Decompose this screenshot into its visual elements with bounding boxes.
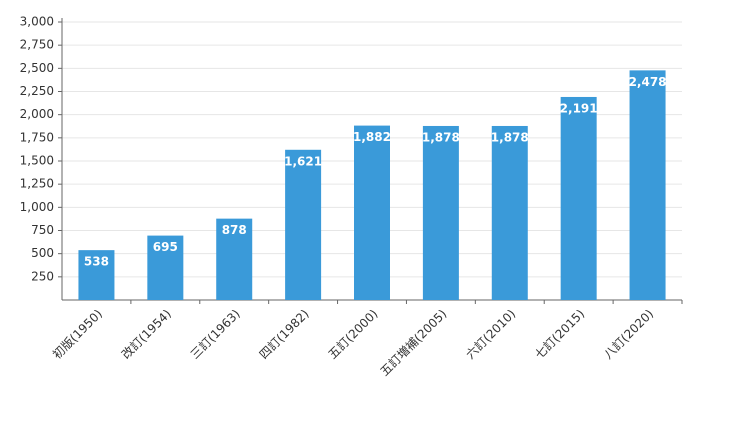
y-tick-label: 1,250 — [20, 177, 54, 191]
y-tick-label: 3,000 — [20, 15, 54, 29]
bar — [422, 125, 459, 300]
y-tick-label: 1,500 — [20, 154, 54, 168]
bar — [78, 250, 115, 300]
x-tick-label: 七訂(2015) — [531, 306, 587, 362]
x-tick-label: 四訂(1982) — [256, 306, 312, 362]
y-tick-label: 1,750 — [20, 130, 54, 144]
x-tick-label: 五訂増補(2005) — [377, 306, 450, 379]
y-tick-label: 2,750 — [20, 38, 54, 52]
value-label: 878 — [222, 223, 247, 237]
x-tick-label: 改訂(1954) — [118, 306, 174, 362]
x-tick-label: 初版(1950) — [50, 307, 105, 362]
bar — [147, 235, 184, 300]
y-tick-label: 250 — [31, 269, 54, 283]
y-tick-label: 750 — [31, 223, 54, 237]
y-tick-label: 2,250 — [20, 84, 54, 98]
value-label: 1,878 — [491, 130, 529, 144]
bar — [560, 96, 597, 300]
x-tick-label: 八訂(2020) — [600, 306, 656, 362]
y-tick-label: 500 — [31, 246, 54, 260]
bar — [354, 125, 390, 300]
value-label: 2,191 — [560, 101, 598, 115]
value-label: 1,882 — [353, 130, 391, 144]
x-tick-label: 三訂(1963) — [187, 306, 243, 362]
value-label: 2,478 — [629, 75, 667, 89]
x-tick-label: 五訂(2000) — [325, 306, 381, 362]
y-tick-label: 2,000 — [20, 107, 54, 121]
value-label: 538 — [84, 255, 109, 269]
y-tick-label: 2,500 — [20, 61, 54, 75]
bar — [216, 218, 253, 300]
y-tick-label: 1,000 — [20, 200, 54, 214]
value-label: 1,878 — [422, 130, 460, 144]
bar — [629, 70, 666, 300]
value-label: 695 — [153, 240, 178, 254]
bar — [285, 149, 322, 300]
bar — [491, 125, 528, 300]
value-label: 1,621 — [284, 154, 322, 168]
x-tick-label: 六訂(2010) — [463, 306, 519, 362]
